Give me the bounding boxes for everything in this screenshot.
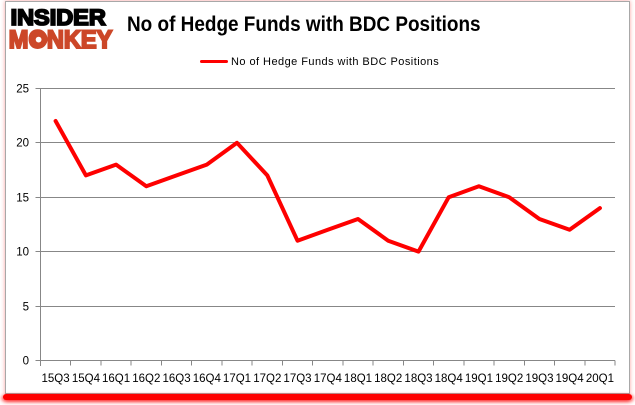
- svg-text:17Q4: 17Q4: [314, 373, 343, 385]
- svg-text:15: 15: [16, 193, 29, 205]
- svg-text:5: 5: [23, 302, 29, 314]
- svg-text:25: 25: [16, 84, 29, 96]
- svg-text:17Q3: 17Q3: [283, 373, 311, 385]
- svg-text:18Q3: 18Q3: [404, 373, 432, 385]
- svg-text:19Q3: 19Q3: [525, 373, 553, 385]
- svg-text:10: 10: [16, 247, 29, 259]
- svg-text:17Q2: 17Q2: [253, 373, 281, 385]
- svg-text:15Q3: 15Q3: [42, 373, 70, 385]
- svg-text:19Q2: 19Q2: [495, 373, 523, 385]
- svg-text:20Q1: 20Q1: [586, 373, 614, 385]
- svg-text:15Q4: 15Q4: [72, 373, 101, 385]
- svg-text:19Q4: 19Q4: [556, 373, 585, 385]
- svg-text:18Q4: 18Q4: [435, 373, 464, 385]
- svg-text:17Q1: 17Q1: [223, 373, 251, 385]
- svg-text:16Q2: 16Q2: [132, 373, 160, 385]
- svg-text:INSIDER: INSIDER: [11, 5, 106, 30]
- svg-text:MONKEY: MONKEY: [9, 26, 113, 54]
- svg-text:16Q3: 16Q3: [163, 373, 191, 385]
- svg-text:16Q1: 16Q1: [102, 373, 130, 385]
- svg-text:19Q1: 19Q1: [465, 373, 493, 385]
- svg-text:20: 20: [16, 138, 29, 150]
- svg-text:18Q1: 18Q1: [344, 373, 372, 385]
- svg-text:16Q4: 16Q4: [193, 373, 222, 385]
- svg-text:0: 0: [23, 356, 29, 368]
- svg-text:18Q2: 18Q2: [374, 373, 402, 385]
